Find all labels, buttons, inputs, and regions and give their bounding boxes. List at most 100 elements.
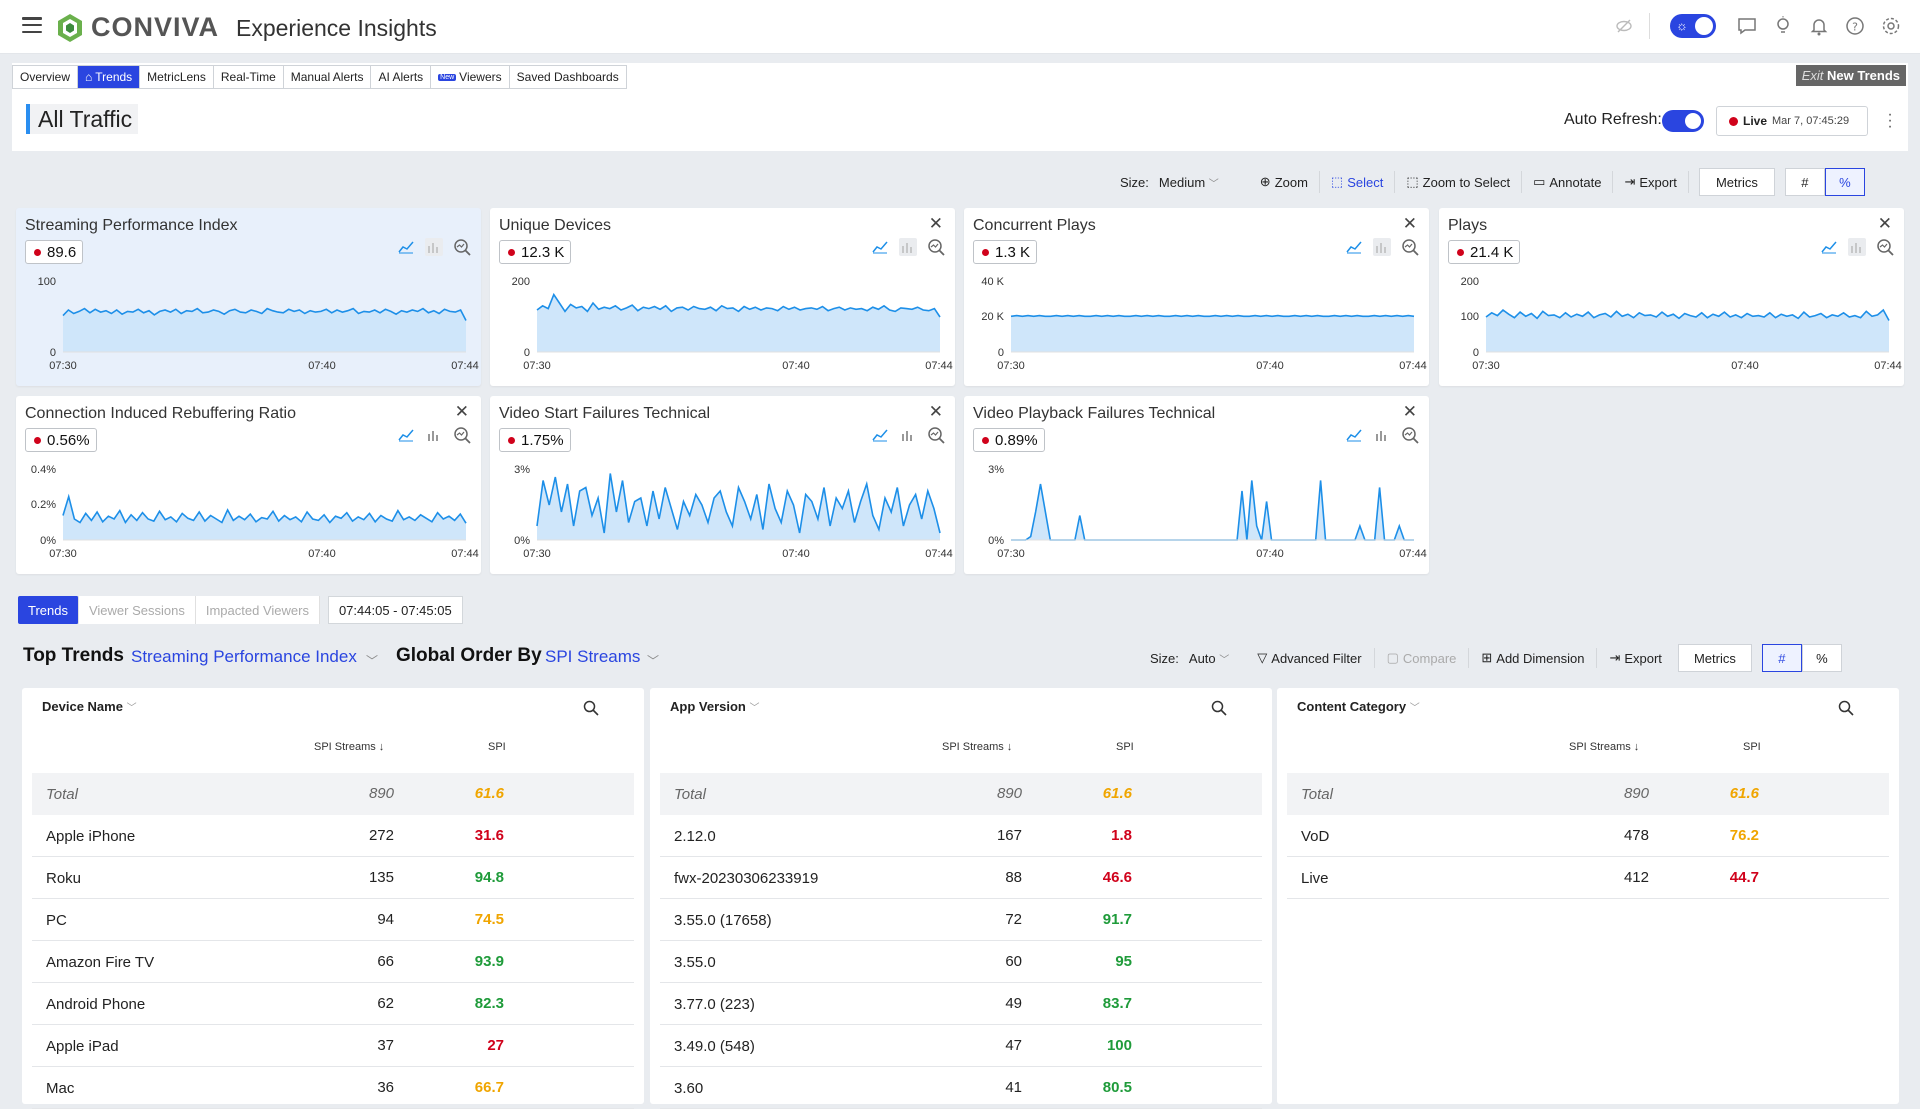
compare-button[interactable]: ▢ Compare [1375,648,1470,668]
metric-sparkline-chart[interactable]: 200 100 007:30 07:40 07:44 [1439,208,1904,386]
table-row[interactable]: Mac 36 66.7 [32,1067,634,1109]
chat-icon[interactable] [1736,15,1758,37]
metric-sparkline-chart[interactable]: 0.4% 0.2% 0%07:30 07:40 07:44 [16,396,481,574]
theme-toggle[interactable]: ☼ [1670,14,1716,38]
table-row[interactable]: 3.49.0 (548) 47 100 [660,1025,1262,1067]
column-header-spi[interactable]: SPI [1743,741,1761,753]
count-toggle-button[interactable]: # [1761,644,1802,672]
search-icon[interactable] [1838,700,1854,721]
menu-icon[interactable] [22,17,42,33]
tab-impacted-viewers[interactable]: Impacted Viewers [195,596,320,624]
line-chart-icon[interactable] [397,238,415,256]
zoom-button[interactable]: ⊕ Zoom [1249,171,1320,193]
column-header-streams[interactable]: SPI Streams ↓ [1569,741,1640,753]
tab-metriclens[interactable]: MetricLens [140,66,214,88]
table-row[interactable]: Roku 135 94.8 [32,857,634,899]
column-header-spi[interactable]: SPI [1116,741,1134,753]
eye-slash-icon[interactable] [1613,15,1635,37]
metric-card[interactable]: 3% 0% 07:30 07:40 07:44 Video Start Failures … [490,396,955,574]
size-select[interactable]: Medium ﹀ [1159,175,1249,190]
bar-chart-icon[interactable] [425,426,443,444]
metric-card[interactable]: 200 100 0 07:30 07:40 07:44 Plays ✕ 21.4 K [1439,208,1904,386]
table-row[interactable]: fwx-20230306233919 88 46.6 [660,857,1262,899]
tab-overview[interactable]: Overview [13,66,79,88]
line-chart-icon[interactable] [1345,238,1363,256]
count-toggle-button[interactable]: # [1784,168,1825,196]
table-row[interactable]: 2.12.0 167 1.8 [660,815,1262,857]
global-order-select[interactable]: SPI Streams [545,647,641,666]
percent-toggle-button[interactable]: % [1824,168,1865,196]
metrics-button[interactable]: Metrics [1677,644,1752,672]
size-select[interactable]: Auto ﹀ [1189,651,1245,666]
table-total-row[interactable]: Total 890 61.6 [660,773,1262,815]
tab-viewers[interactable]: New Viewers [431,66,510,88]
add-dimension-button[interactable]: ⊞ Add Dimension [1469,648,1598,668]
metric-sparkline-chart[interactable]: 3% 0%07:30 07:40 07:44 [490,396,955,574]
metric-sparkline-chart[interactable]: 100 007:30 07:40 07:44 [16,208,481,386]
column-header-streams[interactable]: SPI Streams ↓ [942,741,1013,753]
table-row[interactable]: 3.77.0 (223) 49 83.7 [660,983,1262,1025]
line-chart-icon[interactable] [1345,426,1363,444]
bell-icon[interactable] [1808,15,1830,37]
metric-card[interactable]: 40 K 20 K 0 07:30 07:40 07:44 Concurrent Plays… [964,208,1429,386]
select-button[interactable]: ⬚ Select [1320,171,1396,193]
magnify-chart-icon[interactable] [1876,238,1894,256]
line-chart-icon[interactable] [871,238,889,256]
table-row[interactable]: PC 94 74.5 [32,899,634,941]
table-row[interactable]: 3.55.0 (17658) 72 91.7 [660,899,1262,941]
column-header-streams[interactable]: SPI Streams ↓ [314,741,385,753]
close-icon[interactable]: ✕ [1402,402,1417,421]
bar-chart-icon[interactable] [1848,238,1866,256]
metric-card[interactable]: 3% 0% 07:30 07:40 07:44 Video Playback Failur… [964,396,1429,574]
metric-card[interactable]: 100 0 07:30 07:40 07:44 Streaming Performance… [16,208,481,386]
metric-sparkline-chart[interactable]: 200 007:30 07:40 07:44 [490,208,955,386]
chevron-down-icon[interactable]: ﹀ [647,654,660,668]
metric-card[interactable]: 200 0 07:30 07:40 07:44 Unique Devices ✕ 12.3 K [490,208,955,386]
bar-chart-icon[interactable] [899,238,917,256]
table-row[interactable]: 3.55.0 60 95 [660,941,1262,983]
tab-saved-dashboards[interactable]: Saved Dashboards [510,66,626,88]
search-icon[interactable] [583,700,599,721]
magnify-chart-icon[interactable] [453,238,471,256]
tab-trends-bottom[interactable]: Trends [18,596,79,624]
export-button[interactable]: ⇥ Export [1597,648,1673,668]
help-icon[interactable]: ? [1844,15,1866,37]
table-total-row[interactable]: Total 890 61.6 [1287,773,1889,815]
tab-trends[interactable]: ⌂ Trends [78,66,141,88]
column-header-spi[interactable]: SPI [488,741,506,753]
bar-chart-icon[interactable] [1373,238,1391,256]
more-options-icon[interactable]: · · · [1887,106,1893,135]
chevron-down-icon[interactable]: ﹀ [366,654,379,668]
table-row[interactable]: VoD 478 76.2 [1287,815,1889,857]
line-chart-icon[interactable] [397,426,415,444]
close-icon[interactable]: ✕ [454,402,469,421]
zoom-to-select-button[interactable]: ⬚ Zoom to Select [1395,171,1523,193]
table-row[interactable]: Android Phone 62 82.3 [32,983,634,1025]
magnify-chart-icon[interactable] [927,238,945,256]
table-row[interactable]: Apple iPad 37 27 [32,1025,634,1067]
magnify-chart-icon[interactable] [1401,426,1419,444]
lightbulb-icon[interactable] [1772,15,1794,37]
bar-chart-icon[interactable] [899,426,917,444]
dimension-header[interactable]: Content Category ﹀ [1297,699,1420,714]
dimension-header[interactable]: App Version ﹀ [670,699,759,714]
tab-viewer-sessions[interactable]: Viewer Sessions [78,596,196,624]
line-chart-icon[interactable] [1820,238,1838,256]
gear-icon[interactable] [1880,15,1902,37]
bar-chart-icon[interactable] [425,238,443,256]
exit-new-trends-button[interactable]: Exit New Trends [1795,65,1906,86]
magnify-chart-icon[interactable] [927,426,945,444]
live-time-button[interactable]: Live Mar 7, 07:45:29 [1716,106,1868,136]
tab-ai-alerts[interactable]: AI Alerts [371,66,432,88]
metric-card[interactable]: 0.4% 0.2% 0% 07:30 07:40 07:44 Connection Indu… [16,396,481,574]
metric-sparkline-chart[interactable]: 40 K 20 K 007:30 07:40 07:44 [964,208,1429,386]
magnify-chart-icon[interactable] [1401,238,1419,256]
search-icon[interactable] [1211,700,1227,721]
annotate-button[interactable]: ▭ Annotate [1522,171,1614,193]
table-row[interactable]: Amazon Fire TV 66 93.9 [32,941,634,983]
close-icon[interactable]: ✕ [928,214,943,233]
dimension-header[interactable]: Device Name ﹀ [42,699,137,714]
close-icon[interactable]: ✕ [1402,214,1417,233]
metrics-button[interactable]: Metrics [1698,168,1775,196]
close-icon[interactable]: ✕ [1877,214,1892,233]
